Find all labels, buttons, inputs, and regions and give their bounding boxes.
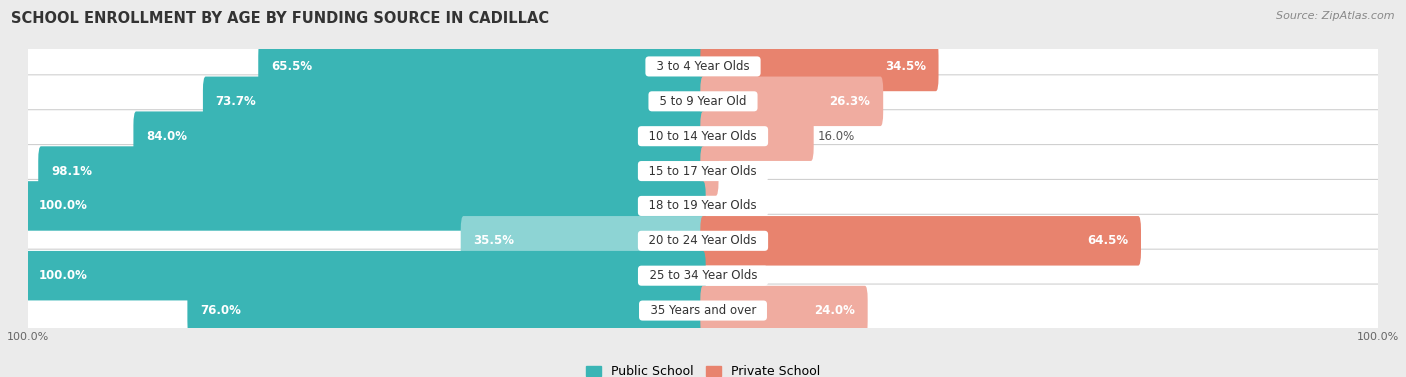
Text: 0.0%: 0.0% — [710, 199, 740, 212]
FancyBboxPatch shape — [27, 75, 1379, 128]
Text: 76.0%: 76.0% — [200, 304, 240, 317]
Text: SCHOOL ENROLLMENT BY AGE BY FUNDING SOURCE IN CADILLAC: SCHOOL ENROLLMENT BY AGE BY FUNDING SOUR… — [11, 11, 550, 26]
FancyBboxPatch shape — [27, 110, 1379, 163]
Text: 26.3%: 26.3% — [830, 95, 870, 108]
FancyBboxPatch shape — [461, 216, 706, 265]
Text: 18 to 19 Year Olds: 18 to 19 Year Olds — [641, 199, 765, 212]
FancyBboxPatch shape — [27, 214, 1379, 267]
FancyBboxPatch shape — [27, 40, 1379, 93]
FancyBboxPatch shape — [25, 181, 706, 231]
FancyBboxPatch shape — [700, 286, 868, 335]
Text: 84.0%: 84.0% — [146, 130, 187, 143]
FancyBboxPatch shape — [27, 284, 1379, 337]
Text: 25 to 34 Year Olds: 25 to 34 Year Olds — [641, 269, 765, 282]
FancyBboxPatch shape — [27, 144, 1379, 198]
FancyBboxPatch shape — [187, 286, 706, 335]
Text: 10 to 14 Year Olds: 10 to 14 Year Olds — [641, 130, 765, 143]
Text: 73.7%: 73.7% — [215, 95, 256, 108]
Text: Source: ZipAtlas.com: Source: ZipAtlas.com — [1277, 11, 1395, 21]
Text: 65.5%: 65.5% — [271, 60, 312, 73]
FancyBboxPatch shape — [700, 146, 718, 196]
Text: 100.0%: 100.0% — [38, 269, 87, 282]
Text: 16.0%: 16.0% — [818, 130, 855, 143]
Text: 35 Years and over: 35 Years and over — [643, 304, 763, 317]
FancyBboxPatch shape — [27, 249, 1379, 302]
FancyBboxPatch shape — [27, 179, 1379, 233]
Text: 5 to 9 Year Old: 5 to 9 Year Old — [652, 95, 754, 108]
Text: 100.0%: 100.0% — [38, 199, 87, 212]
Legend: Public School, Private School: Public School, Private School — [581, 360, 825, 377]
FancyBboxPatch shape — [700, 216, 1142, 265]
FancyBboxPatch shape — [700, 77, 883, 126]
Text: 98.1%: 98.1% — [51, 165, 91, 178]
FancyBboxPatch shape — [134, 112, 706, 161]
FancyBboxPatch shape — [700, 42, 939, 91]
FancyBboxPatch shape — [700, 112, 814, 161]
Text: 1.9%: 1.9% — [723, 165, 752, 178]
Text: 35.5%: 35.5% — [474, 234, 515, 247]
Text: 64.5%: 64.5% — [1087, 234, 1128, 247]
Text: 0.0%: 0.0% — [710, 269, 740, 282]
Text: 20 to 24 Year Olds: 20 to 24 Year Olds — [641, 234, 765, 247]
Text: 34.5%: 34.5% — [884, 60, 925, 73]
Text: 24.0%: 24.0% — [814, 304, 855, 317]
Text: 15 to 17 Year Olds: 15 to 17 Year Olds — [641, 165, 765, 178]
FancyBboxPatch shape — [38, 146, 706, 196]
FancyBboxPatch shape — [202, 77, 706, 126]
FancyBboxPatch shape — [259, 42, 706, 91]
Text: 3 to 4 Year Olds: 3 to 4 Year Olds — [650, 60, 756, 73]
FancyBboxPatch shape — [25, 251, 706, 300]
